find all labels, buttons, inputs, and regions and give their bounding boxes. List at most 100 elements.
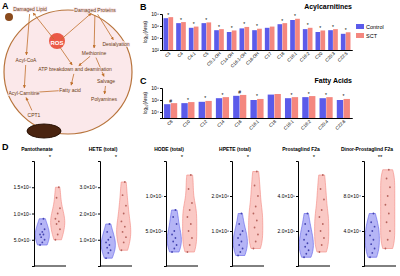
bars (164, 94, 350, 118)
tick-mark (257, 118, 258, 119)
x-axis-line (364, 266, 396, 267)
bar (295, 19, 300, 50)
annotation: * (115, 154, 118, 160)
tick: 1.5×10⁸ (13, 184, 34, 190)
violin (183, 175, 197, 252)
tick-label: 10⁸ (151, 11, 159, 17)
tick: C12 (199, 118, 209, 128)
point (187, 216, 189, 218)
tick: C18 (268, 118, 278, 128)
tick-label: 2.0×10⁶ (80, 211, 98, 217)
tick: 10² (152, 47, 162, 53)
point (241, 213, 243, 215)
axis-line (98, 162, 101, 267)
axis-line (32, 162, 35, 267)
bar (252, 30, 257, 50)
arrow (71, 74, 74, 85)
point (188, 188, 190, 190)
tick: C3 (164, 50, 172, 58)
bar (346, 32, 351, 50)
point (39, 244, 41, 246)
tick-mark (219, 50, 220, 51)
tick: 1.0×10⁶ (212, 228, 233, 234)
yticks-axis: 2.0×10⁵4.0×10⁵ (277, 162, 298, 267)
point (189, 209, 191, 211)
tick-mark (193, 50, 194, 51)
title: Pantothenate (21, 146, 53, 152)
axis-line (160, 89, 163, 119)
tick: C17 (263, 50, 273, 60)
legend: ControlSCT (356, 24, 384, 39)
tick: 4.0×10⁴ (343, 228, 364, 234)
point (320, 188, 322, 190)
tick-mark (168, 50, 169, 51)
bar (240, 28, 245, 50)
tick: 4.0×10⁵ (277, 193, 298, 199)
tick-label: 2.0×10⁶ (212, 193, 230, 199)
bar (316, 32, 321, 50)
violin-chart: 5.0×10⁶1.0×10⁷HODE (total)* (146, 146, 199, 267)
bar (164, 18, 169, 50)
axis-line (160, 15, 163, 51)
tick-label: C22:6 (334, 118, 346, 130)
tick: C18:2 (300, 118, 312, 131)
tick-label: C20:3 (324, 50, 336, 62)
y-axis-title: log₁₀(Area) (143, 21, 148, 43)
annotation: * (221, 92, 223, 98)
tick: 1.0×10⁶ (80, 237, 101, 243)
tick-mark (362, 231, 364, 232)
tick-mark (230, 196, 232, 197)
tick: 5.0×10⁶ (146, 228, 167, 234)
point (373, 213, 375, 215)
annotation: * (49, 154, 52, 160)
arrow (33, 13, 54, 39)
point (242, 230, 244, 232)
tick-mark (295, 50, 296, 51)
bar (232, 30, 237, 50)
tick-mark (160, 88, 162, 89)
point (191, 237, 193, 239)
point (254, 185, 256, 187)
node-label: Desialyation (102, 41, 129, 47)
node-label: Damaged Lipid (13, 6, 47, 12)
point (237, 255, 239, 257)
point (255, 241, 257, 243)
point (41, 231, 43, 233)
point (385, 204, 387, 206)
tick: C18:1 (283, 118, 295, 131)
point (40, 236, 42, 238)
tick-label: C4 (176, 50, 184, 58)
bar (265, 28, 270, 50)
tick: C8 (166, 118, 174, 126)
point (257, 195, 259, 197)
point (385, 248, 387, 250)
annotation: * (325, 92, 327, 98)
annotation: * (205, 17, 207, 23)
point (44, 228, 46, 230)
point (58, 220, 60, 222)
annotation: * (345, 27, 347, 33)
point (123, 241, 125, 243)
point (371, 230, 373, 232)
tick: C22:5 (337, 50, 349, 63)
tick-label: C8 (166, 118, 174, 126)
legend-label: SCT (366, 33, 378, 39)
x-axis-line (298, 266, 330, 267)
point (59, 228, 61, 230)
tick-label: 5.0×10⁷ (14, 237, 31, 243)
tick-mark (160, 50, 162, 51)
tick-label: 8.0×10⁴ (343, 193, 361, 199)
tick: 10⁸ (151, 85, 162, 91)
tick-label: C18:2 (299, 50, 311, 62)
node-label: CPT1 (28, 112, 41, 118)
point (239, 251, 241, 253)
tick-label: C16 (233, 118, 243, 128)
point (237, 237, 239, 239)
point (322, 174, 324, 176)
bar (171, 103, 177, 118)
bar (257, 29, 262, 50)
tick: 8.0×10⁴ (343, 193, 364, 199)
point (253, 213, 255, 215)
bar (292, 97, 298, 118)
point (171, 251, 173, 253)
